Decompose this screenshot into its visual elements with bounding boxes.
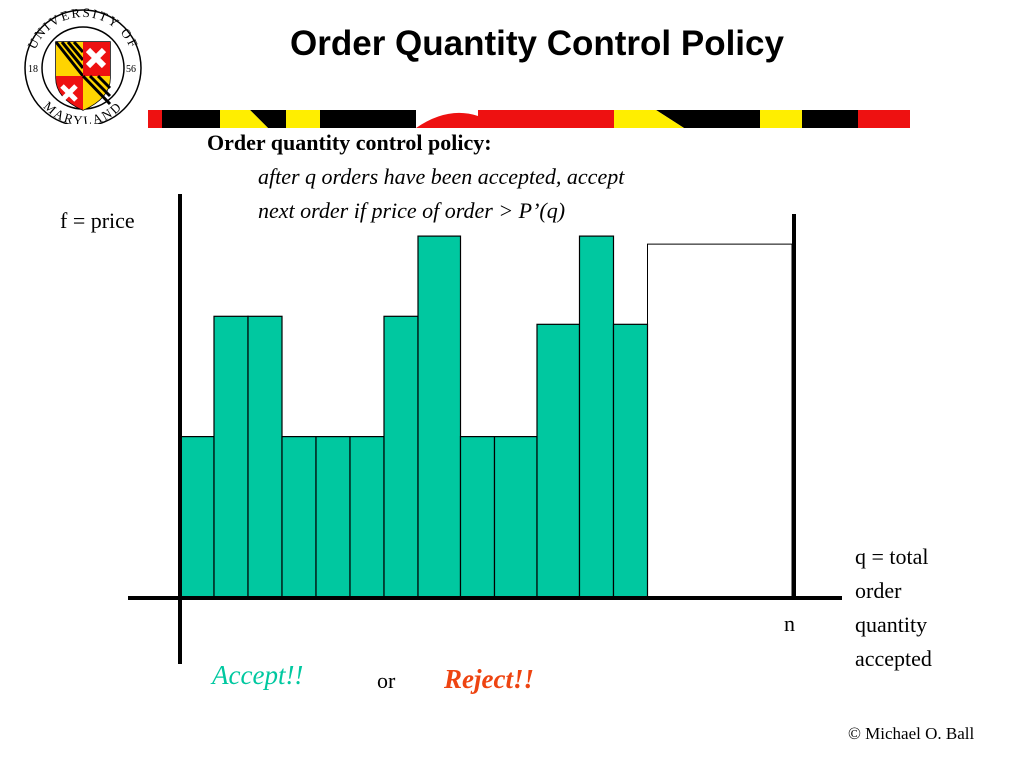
- bar-group: [180, 236, 648, 597]
- order-bar-5: [316, 437, 350, 597]
- order-bar-13: [614, 324, 648, 597]
- y-axis-label: f = price: [60, 208, 135, 234]
- order-bar-10: [495, 437, 538, 597]
- order-bar-11: [537, 324, 580, 597]
- order-bar-6: [350, 437, 384, 597]
- x-axis-label-line-1: q = total: [855, 540, 932, 574]
- x-axis-label-line-2: order: [855, 574, 932, 608]
- reject-label: Reject!!: [444, 664, 534, 695]
- order-bar-2: [214, 316, 248, 597]
- x-axis-label: q = total order quantity accepted: [855, 540, 932, 676]
- order-bar-8: [418, 236, 461, 597]
- n-label: n: [784, 611, 795, 637]
- copyright: © Michael O. Ball: [848, 724, 974, 744]
- order-bar-12: [580, 236, 614, 597]
- order-bar-1: [180, 437, 214, 597]
- order-bar-3: [248, 316, 282, 597]
- accept-label: Accept!!: [212, 660, 303, 691]
- next-order-box: [648, 244, 793, 597]
- order-bar-7: [384, 316, 418, 597]
- x-axis-label-line-3: quantity: [855, 608, 932, 642]
- or-label: or: [377, 668, 395, 694]
- order-bar-4: [282, 437, 316, 597]
- order-bar-9: [461, 437, 495, 597]
- x-axis-label-line-4: accepted: [855, 642, 932, 676]
